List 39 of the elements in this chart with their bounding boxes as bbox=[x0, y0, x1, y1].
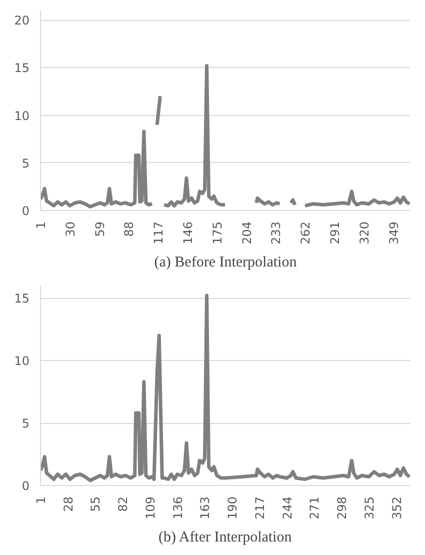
x-tick-label: 146 bbox=[180, 222, 195, 244]
x-tick-label: 175 bbox=[210, 222, 224, 244]
x-tick-label: 298 bbox=[335, 496, 350, 520]
y-tick-label: 20 bbox=[14, 14, 30, 28]
x-tick-label: 88 bbox=[122, 221, 136, 237]
x-tick-label: 320 bbox=[357, 222, 372, 244]
x-tick-label: 244 bbox=[280, 496, 294, 520]
x-tick-label: 262 bbox=[298, 222, 313, 244]
x-tick-label: 325 bbox=[362, 496, 376, 520]
x-tick-label: 190 bbox=[226, 496, 240, 520]
x-tick-label: 1 bbox=[34, 221, 48, 230]
x-tick-label: 291 bbox=[328, 222, 342, 244]
x-tick-label: 82 bbox=[116, 496, 130, 512]
x-tick-label: 28 bbox=[61, 496, 76, 512]
x-tick-label: 233 bbox=[269, 222, 284, 244]
x-tick-label: 55 bbox=[88, 496, 103, 512]
y-tick-label: 0 bbox=[22, 479, 30, 493]
x-tick-label: 136 bbox=[170, 496, 185, 520]
x-tick-label: 217 bbox=[252, 496, 267, 520]
y-tick-label: 5 bbox=[22, 416, 30, 430]
line-series bbox=[40, 294, 410, 482]
x-tick-label: 204 bbox=[240, 222, 254, 244]
y-tick-label: 15 bbox=[14, 292, 30, 306]
text: (a) Before Interpolation bbox=[154, 254, 298, 270]
x-tick-label: 109 bbox=[143, 496, 158, 520]
x-tick-label: 30 bbox=[63, 221, 78, 237]
x-tick-label: 59 bbox=[92, 221, 107, 237]
y-tick-label: 0 bbox=[22, 204, 30, 218]
y-tick-label: 15 bbox=[14, 61, 30, 76]
x-tick-label: 1 bbox=[34, 496, 48, 504]
text: (b) After Interpolation bbox=[158, 530, 292, 546]
x-tick-label: 349 bbox=[386, 222, 401, 244]
x-tick-label: 352 bbox=[390, 496, 404, 520]
y-tick-label: 10 bbox=[14, 108, 30, 123]
x-tick-label: 271 bbox=[308, 496, 322, 520]
x-tick-label: 163 bbox=[198, 496, 212, 520]
y-tick-label: 10 bbox=[14, 354, 30, 368]
x-tick-label: 117 bbox=[152, 222, 166, 244]
y-tick-label: 5 bbox=[22, 156, 30, 170]
